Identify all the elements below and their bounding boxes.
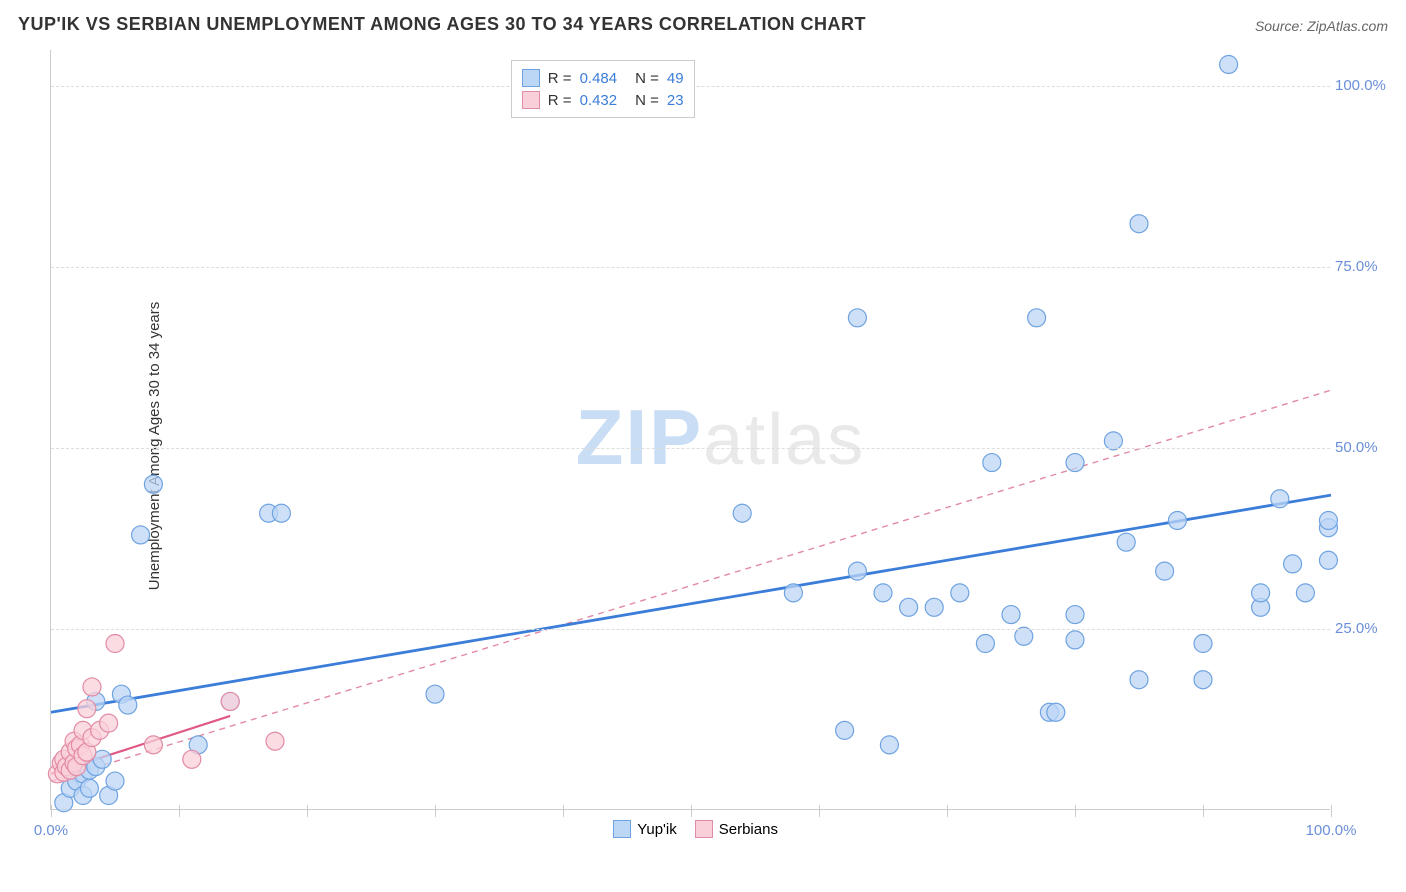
scatter-point — [1194, 671, 1212, 689]
source-credit: Source: ZipAtlas.com — [1255, 18, 1388, 34]
legend-item: Serbians — [695, 820, 778, 838]
scatter-point — [836, 721, 854, 739]
scatter-point — [1319, 551, 1337, 569]
stat-n-label: N = — [635, 92, 659, 109]
scatter-point — [1271, 490, 1289, 508]
x-tick — [435, 805, 436, 817]
scatter-point — [1028, 309, 1046, 327]
x-tick — [1331, 805, 1332, 817]
y-tick-label: 25.0% — [1335, 620, 1390, 637]
x-tick — [947, 805, 948, 817]
scatter-point — [1002, 606, 1020, 624]
scatter-point — [83, 678, 101, 696]
legend-label: Serbians — [719, 821, 778, 838]
scatter-point — [80, 779, 98, 797]
x-tick — [179, 805, 180, 817]
scatter-point — [1284, 555, 1302, 573]
scatter-point — [1319, 511, 1337, 529]
stat-n-value: 49 — [667, 70, 684, 87]
stat-r-label: R = — [548, 92, 572, 109]
stat-r-value: 0.484 — [580, 70, 618, 87]
scatter-point — [272, 504, 290, 522]
scatter-point — [106, 635, 124, 653]
scatter-point — [426, 685, 444, 703]
x-tick — [819, 805, 820, 817]
gridline — [51, 267, 1330, 268]
x-tick-label: 0.0% — [34, 822, 68, 839]
chart-container: YUP'IK VS SERBIAN UNEMPLOYMENT AMONG AGE… — [0, 0, 1406, 892]
scatter-point — [144, 736, 162, 754]
legend-swatch — [695, 820, 713, 838]
source-prefix: Source: — [1255, 18, 1307, 34]
correlation-stats-box: R = 0.484 N = 49 R = 0.432 N = 23 — [511, 60, 695, 118]
scatter-point — [874, 584, 892, 602]
scatter-point — [100, 714, 118, 732]
scatter-point — [119, 696, 137, 714]
scatter-point — [784, 584, 802, 602]
series-swatch — [522, 69, 540, 87]
scatter-point — [733, 504, 751, 522]
x-tick — [691, 805, 692, 817]
x-tick — [307, 805, 308, 817]
scatter-point — [106, 772, 124, 790]
stats-row: R = 0.484 N = 49 — [522, 67, 684, 89]
scatter-point — [951, 584, 969, 602]
y-tick-label: 100.0% — [1335, 77, 1390, 94]
stat-r-label: R = — [548, 70, 572, 87]
x-tick-label: 100.0% — [1306, 822, 1357, 839]
series-legend: Yup'ik Serbians — [613, 820, 778, 838]
stat-r-value: 0.432 — [580, 92, 618, 109]
scatter-point — [132, 526, 150, 544]
stat-n-value: 23 — [667, 92, 684, 109]
scatter-point — [848, 562, 866, 580]
scatter-point — [848, 309, 866, 327]
scatter-point — [925, 598, 943, 616]
chart-title: YUP'IK VS SERBIAN UNEMPLOYMENT AMONG AGE… — [18, 14, 866, 35]
scatter-point — [1066, 454, 1084, 472]
scatter-point — [1066, 606, 1084, 624]
scatter-point — [266, 732, 284, 750]
stats-row: R = 0.432 N = 23 — [522, 89, 684, 111]
source-name: ZipAtlas.com — [1307, 18, 1388, 34]
scatter-point — [1156, 562, 1174, 580]
scatter-point — [1066, 631, 1084, 649]
x-tick — [1203, 805, 1204, 817]
x-tick — [51, 805, 52, 817]
scatter-point — [1130, 671, 1148, 689]
scatter-point — [183, 750, 201, 768]
scatter-point — [78, 700, 96, 718]
scatter-point — [1130, 215, 1148, 233]
x-tick — [563, 805, 564, 817]
scatter-point — [880, 736, 898, 754]
scatter-point — [1296, 584, 1314, 602]
scatter-point — [1117, 533, 1135, 551]
scatter-point — [1220, 55, 1238, 73]
plot-svg — [51, 50, 1331, 810]
x-tick — [1075, 805, 1076, 817]
legend-item: Yup'ik — [613, 820, 677, 838]
scatter-point — [1194, 635, 1212, 653]
y-tick-label: 75.0% — [1335, 258, 1390, 275]
scatter-point — [976, 635, 994, 653]
y-tick-label: 50.0% — [1335, 439, 1390, 456]
scatter-point — [900, 598, 918, 616]
stat-n-label: N = — [635, 70, 659, 87]
gridline — [51, 448, 1330, 449]
gridline — [51, 629, 1330, 630]
scatter-point — [983, 454, 1001, 472]
legend-label: Yup'ik — [637, 821, 677, 838]
series-swatch — [522, 91, 540, 109]
scatter-point — [1252, 584, 1270, 602]
legend-swatch — [613, 820, 631, 838]
scatter-point — [1047, 703, 1065, 721]
scatter-point — [1168, 511, 1186, 529]
scatter-point — [221, 692, 239, 710]
scatter-point — [144, 475, 162, 493]
plot-area: ZIPatlas 25.0%50.0%75.0%100.0%0.0%100.0% — [50, 50, 1330, 810]
